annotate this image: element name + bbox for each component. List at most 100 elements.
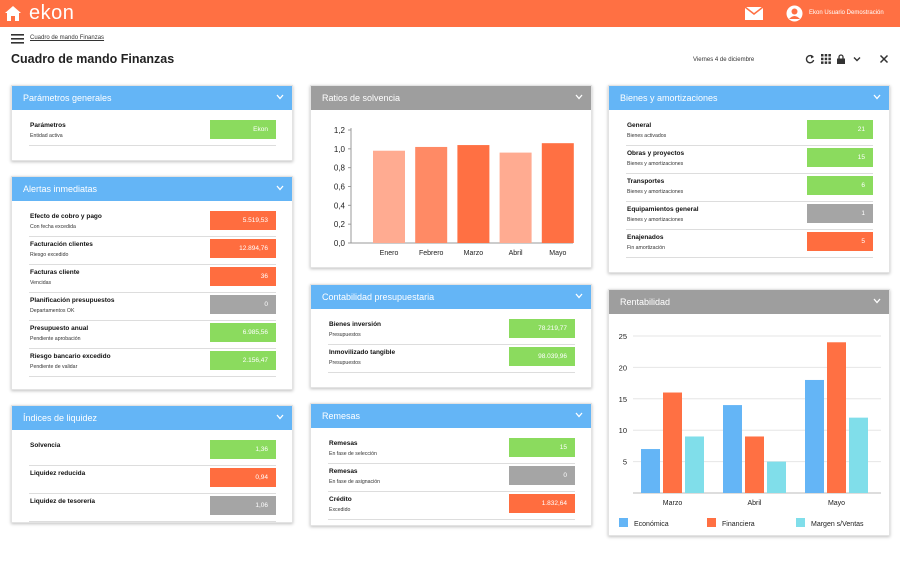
- card-header[interactable]: Índices de liquidez: [12, 406, 292, 430]
- card-header[interactable]: Bienes y amortizaciones: [609, 86, 889, 110]
- chevron-down-icon[interactable]: [276, 414, 284, 420]
- card-title: Índices de liquidez: [23, 413, 98, 423]
- list-item[interactable]: Inmovilizado tangible Presupuestos 98.03…: [328, 347, 575, 373]
- y-tick-label: 0,8: [334, 164, 346, 173]
- x-tick-label: Marzo: [464, 250, 484, 257]
- refresh-icon[interactable]: [805, 54, 815, 64]
- list-item[interactable]: Equipamientos general Bienes y amortizac…: [626, 204, 873, 230]
- chevron-down-icon[interactable]: [852, 54, 862, 64]
- mail-icon[interactable]: [745, 7, 763, 20]
- chevron-down-icon[interactable]: [276, 185, 284, 191]
- y-tick-label: 0,2: [334, 220, 346, 229]
- bar: [457, 145, 490, 243]
- list-item[interactable]: General Bienes activados 21: [626, 120, 873, 146]
- legend-swatch: [796, 518, 805, 527]
- x-tick-label: Abril: [509, 250, 523, 257]
- bar: [641, 449, 660, 493]
- row-label: Remesas: [329, 468, 358, 475]
- x-tick-label: Abril: [747, 500, 761, 507]
- status-badge: 0: [210, 295, 276, 314]
- list-item[interactable]: Efecto de cobro y pago Con fecha excedid…: [29, 211, 276, 237]
- bar: [415, 146, 448, 243]
- lock-icon[interactable]: [836, 54, 846, 64]
- user-name[interactable]: Ekon Usuario Demostración: [809, 10, 884, 16]
- row-sublabel: Bienes activados: [627, 133, 667, 139]
- status-badge: 6: [807, 176, 873, 195]
- status-badge: 12.894,76: [210, 239, 276, 258]
- list-item[interactable]: Bienes inversión Presupuestos 78.219,77: [328, 319, 575, 345]
- status-badge: 1,36: [210, 440, 276, 459]
- row-label: Crédito: [329, 496, 352, 503]
- grid-icon[interactable]: [821, 54, 831, 64]
- card-header[interactable]: Rentabilidad: [609, 290, 889, 314]
- row-label: Efecto de cobro y pago: [30, 213, 102, 220]
- rentabilidad-chart: 5 10 15 20 25 Marzo Abril Mayo Económica Financie…: [619, 332, 881, 528]
- list-item[interactable]: Presupuesto anual Pendiente aprobación 6…: [29, 323, 276, 349]
- bar: [849, 417, 868, 493]
- chevron-down-icon[interactable]: [276, 94, 284, 100]
- x-tick-label: Enero: [380, 250, 399, 257]
- list-item[interactable]: Parámetros Entidad activa Ekon: [29, 120, 276, 146]
- bar: [723, 405, 742, 493]
- chevron-down-icon[interactable]: [575, 412, 583, 418]
- close-icon[interactable]: [879, 54, 889, 64]
- status-badge: 98.039,96: [509, 347, 575, 366]
- card-header[interactable]: Contabilidad presupuestaria: [311, 285, 591, 309]
- page-header: [0, 27, 900, 77]
- chevron-down-icon[interactable]: [873, 298, 881, 304]
- card-header[interactable]: Remesas: [311, 404, 591, 428]
- hamburger-menu-icon[interactable]: [11, 34, 24, 44]
- list-item[interactable]: Enajenados Fin amortización 5: [626, 232, 873, 258]
- card-title: Contabilidad presupuestaria: [322, 292, 435, 302]
- row-sublabel: Vencidas: [30, 280, 52, 286]
- card-header[interactable]: Ratios de solvencia: [311, 86, 591, 110]
- list-item[interactable]: Remesas En fase de asignación 0: [328, 466, 575, 492]
- card-parametros: Parámetros generales Parámetros Entidad …: [11, 85, 293, 161]
- card-contabilidad: Contabilidad presupuestaria Bienes inver…: [310, 284, 592, 388]
- chevron-down-icon[interactable]: [575, 293, 583, 299]
- user-avatar-icon[interactable]: [786, 5, 803, 22]
- page-title: Cuadro de mando Finanzas: [11, 52, 175, 66]
- status-badge: 15: [807, 148, 873, 167]
- row-sublabel: Pendiente aprobación: [30, 336, 81, 342]
- card-title: Bienes y amortizaciones: [620, 93, 718, 103]
- date-label: Viernes 4 de diciembre: [693, 57, 755, 63]
- status-badge: 6.985,56: [210, 323, 276, 342]
- list-item[interactable]: Crédito Excedido 1.832,64: [328, 494, 575, 520]
- y-tick-label: 1,2: [334, 126, 346, 135]
- status-badge: 5: [807, 232, 873, 251]
- row-sublabel: En fase de selección: [329, 451, 377, 457]
- list-item[interactable]: Facturas cliente Vencidas 36: [29, 267, 276, 293]
- row-sublabel: Riesgo excedido: [30, 252, 69, 258]
- ratios-chart: 0,0 0,2 0,4 0,6 0,8 1,0 1,2 Enero Febrero Marzo Ab…: [334, 126, 574, 257]
- list-item[interactable]: Planificación presupuestos Departamentos…: [29, 295, 276, 321]
- chevron-down-icon[interactable]: [575, 94, 583, 100]
- row-label: General: [627, 122, 652, 129]
- top-bar: ekon Ekon Usuario Demostración: [0, 0, 900, 27]
- list-item[interactable]: Solvencia 1,36: [29, 440, 276, 466]
- list-item[interactable]: Riesgo bancario excedido Pendiente de va…: [29, 351, 276, 377]
- status-badge: 21: [807, 120, 873, 139]
- chevron-down-icon[interactable]: [873, 94, 881, 100]
- legend-label: Económica: [634, 521, 669, 528]
- card-ratios: Ratios de solvencia 0,0 0,2 0,4 0,6 0,8 1,0 1,…: [310, 85, 592, 268]
- ekon-logo[interactable]: ekon: [29, 2, 75, 24]
- list-item[interactable]: Liquidez reducida 0,94: [29, 468, 276, 494]
- list-item[interactable]: Liquidez de tesorería 1,06: [29, 496, 276, 522]
- card-title: Parámetros generales: [23, 93, 112, 103]
- home-icon[interactable]: [4, 5, 22, 22]
- row-sublabel: En fase de asignación: [329, 479, 381, 485]
- list-item[interactable]: Transportes Bienes y amortizaciones 6: [626, 176, 873, 202]
- card-header[interactable]: Alertas inmediatas: [12, 177, 292, 201]
- x-tick-label: Mayo: [549, 250, 566, 257]
- row-label: Enajenados: [627, 234, 664, 241]
- legend-swatch: [707, 518, 716, 527]
- list-item[interactable]: Facturación clientes Riesgo excedido 12.…: [29, 239, 276, 265]
- list-item[interactable]: Obras y proyectos Bienes y amortizacione…: [626, 148, 873, 174]
- card-header[interactable]: Parámetros generales: [12, 86, 292, 110]
- y-tick-label: 0,0: [334, 239, 346, 248]
- breadcrumb[interactable]: Cuadro de mando Finanzas: [30, 35, 105, 41]
- bar: [541, 143, 574, 243]
- bar: [663, 392, 682, 493]
- list-item[interactable]: Remesas En fase de selección 15: [328, 438, 575, 464]
